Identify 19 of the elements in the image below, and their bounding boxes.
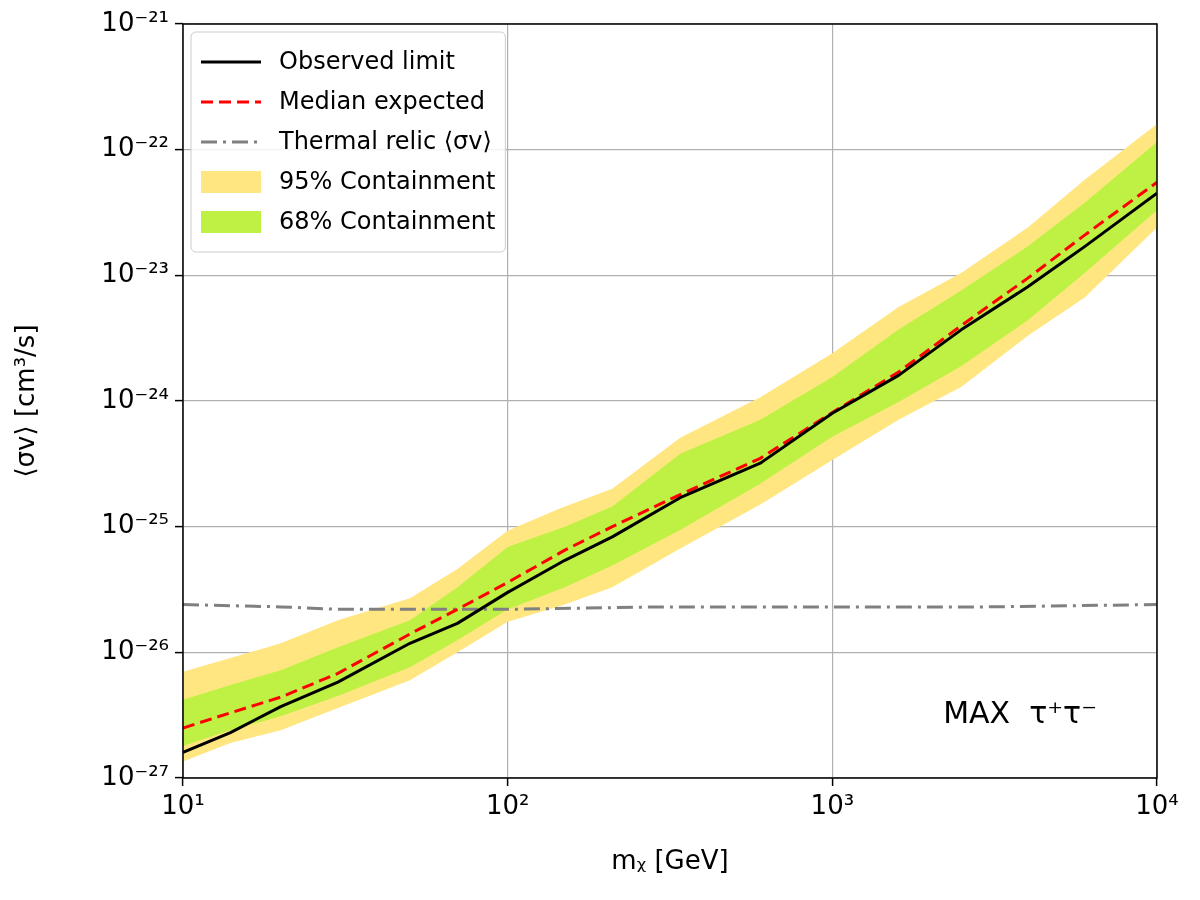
legend-label: Observed limit [279,47,455,76]
y-tick-label: 10⁻²⁷ [101,760,169,791]
legend-label: Median expected [279,87,486,116]
legend-label: 95% Containment [279,167,496,196]
x-axis-title: mᵪ [GeV] [611,845,729,876]
y-tick-label: 10⁻²⁵ [101,509,169,540]
legend-label: Thermal relic ⟨σv⟩ [278,127,492,156]
x-tick-label: 10² [485,790,530,821]
y-tick-label: 10⁻²² [101,132,169,163]
x-tick-label: 10⁴ [1135,790,1179,821]
legend-label: 68% Containment [279,207,496,236]
x-tick-label: 10¹ [161,790,205,821]
y-tick-label: 10⁻²³ [101,258,169,289]
y-tick-label: 10⁻²¹ [101,6,169,37]
y-axis-title: ⟨σv⟩ [cm³/s] [10,324,41,478]
x-tick-label: 10³ [810,790,855,821]
y-tick-label: 10⁻²⁶ [101,635,169,666]
annotation: MAX τ⁺τ⁻ [943,695,1097,730]
y-tick-label: 10⁻²⁴ [101,383,169,414]
